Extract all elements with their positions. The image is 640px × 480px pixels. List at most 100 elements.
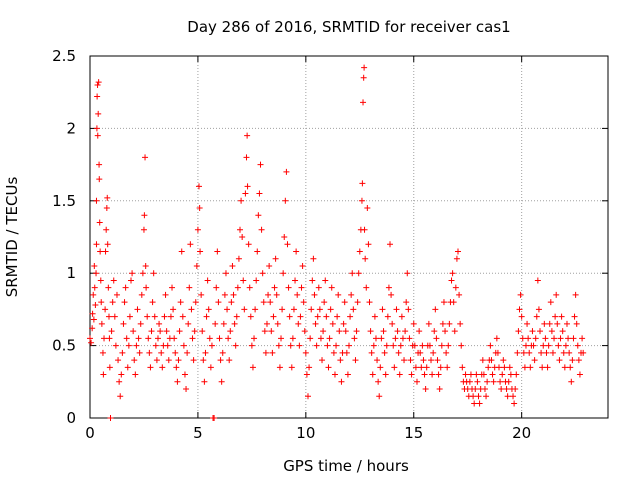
data-point xyxy=(476,400,483,407)
data-point xyxy=(368,349,375,356)
data-point xyxy=(499,371,506,378)
data-point xyxy=(517,291,524,298)
data-point xyxy=(151,313,158,320)
data-point xyxy=(124,364,131,371)
grid-lines xyxy=(90,56,608,418)
data-point xyxy=(227,328,234,335)
data-point xyxy=(252,306,259,313)
data-point xyxy=(525,335,532,342)
data-point xyxy=(556,357,563,364)
data-point xyxy=(313,342,320,349)
data-point xyxy=(95,79,102,86)
data-point xyxy=(362,255,369,262)
data-point xyxy=(268,328,275,335)
data-point xyxy=(147,364,154,371)
data-point xyxy=(531,357,538,364)
data-point xyxy=(120,320,127,327)
data-point xyxy=(290,306,297,313)
data-point xyxy=(107,415,114,421)
data-point xyxy=(133,342,140,349)
data-point xyxy=(346,342,352,349)
data-point xyxy=(538,349,545,356)
data-point xyxy=(497,378,504,385)
data-point xyxy=(350,306,357,313)
data-point xyxy=(314,313,321,320)
data-point xyxy=(398,313,405,320)
data-point xyxy=(404,270,411,277)
data-point xyxy=(198,291,205,298)
data-point xyxy=(116,378,123,385)
data-point xyxy=(510,393,517,400)
data-point xyxy=(207,364,214,371)
data-point xyxy=(382,371,389,378)
data-point xyxy=(101,335,108,342)
data-point xyxy=(241,306,248,313)
y-tick-label: 0 xyxy=(66,409,76,427)
data-point xyxy=(242,190,249,197)
data-point xyxy=(401,357,408,364)
data-point xyxy=(360,99,367,106)
data-point xyxy=(545,342,552,349)
data-point xyxy=(448,277,455,284)
data-point xyxy=(342,328,349,335)
data-point xyxy=(410,320,417,327)
data-point xyxy=(389,320,396,327)
data-point xyxy=(351,335,358,342)
data-point xyxy=(431,328,438,335)
data-point xyxy=(485,364,492,371)
data-point xyxy=(232,342,239,349)
data-point xyxy=(519,335,526,342)
data-point xyxy=(96,219,103,226)
data-point xyxy=(201,378,208,385)
data-point xyxy=(359,180,366,187)
data-point xyxy=(251,335,258,342)
data-point xyxy=(172,349,179,356)
data-point xyxy=(487,342,494,349)
data-point xyxy=(140,226,147,233)
data-point xyxy=(512,386,519,393)
data-point xyxy=(437,364,444,371)
data-point xyxy=(129,270,136,277)
data-point xyxy=(574,342,581,349)
data-point xyxy=(562,342,569,349)
data-point xyxy=(496,364,503,371)
data-point xyxy=(335,291,342,298)
data-point xyxy=(337,357,344,364)
data-point xyxy=(354,299,361,306)
data-point xyxy=(286,313,293,320)
data-point xyxy=(89,325,96,332)
data-point xyxy=(234,284,241,291)
data-point xyxy=(317,335,324,342)
data-point xyxy=(200,357,207,364)
chart-title: Day 286 of 2016, SRMTID for receiver cas… xyxy=(187,18,510,36)
data-point xyxy=(334,313,341,320)
data-point xyxy=(307,335,314,342)
data-point xyxy=(225,335,232,342)
data-point xyxy=(371,313,378,320)
data-point xyxy=(438,342,445,349)
data-point xyxy=(303,371,310,378)
data-point xyxy=(511,400,518,407)
data-point xyxy=(125,342,132,349)
data-point xyxy=(284,241,291,248)
data-point xyxy=(311,291,318,298)
data-point xyxy=(150,270,157,277)
data-point xyxy=(374,357,381,364)
data-point xyxy=(246,284,253,291)
data-point xyxy=(571,313,578,320)
data-point xyxy=(376,393,383,400)
data-point xyxy=(566,349,573,356)
data-point xyxy=(444,364,451,371)
data-point xyxy=(408,371,415,378)
data-point xyxy=(524,320,531,327)
data-point xyxy=(192,299,199,306)
data-point xyxy=(572,291,579,298)
data-point xyxy=(281,234,288,240)
y-axis-label: SRMTID / TECUs xyxy=(3,177,21,298)
data-point xyxy=(423,364,430,371)
data-point xyxy=(370,342,377,349)
data-point xyxy=(456,291,463,298)
data-point xyxy=(202,349,209,356)
data-point xyxy=(432,306,439,313)
data-point xyxy=(158,349,165,356)
